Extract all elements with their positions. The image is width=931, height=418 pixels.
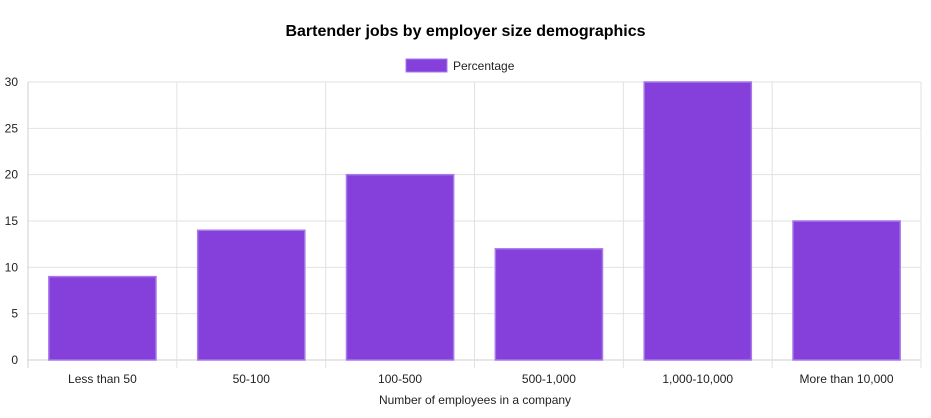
legend-label: Percentage	[453, 59, 515, 73]
y-tick-label: 20	[5, 168, 19, 182]
y-axis: 0 5 10 15 20 25 30	[5, 75, 19, 367]
bar[interactable]	[345, 173, 455, 361]
bars-group	[48, 81, 901, 361]
y-tick-label: 10	[5, 260, 19, 274]
x-tick-label: Less than 50	[68, 372, 137, 386]
bar[interactable]	[494, 248, 604, 361]
bar[interactable]	[643, 81, 753, 361]
legend-swatch	[405, 58, 448, 73]
y-tick-label: 0	[11, 353, 18, 367]
chart-title: Bartender jobs by employer size demograp…	[285, 23, 645, 40]
y-tick-label: 25	[5, 121, 19, 135]
grid-layer	[27, 81, 922, 368]
x-axis: Less than 50 50-100 100-500 500-1,000 1,000-…	[68, 372, 894, 386]
y-tick-label: 30	[5, 75, 19, 89]
bar[interactable]	[792, 220, 901, 361]
legend[interactable]: Percentage	[405, 58, 515, 73]
x-tick-label: 1,000-10,000	[662, 372, 733, 386]
x-tick-label: More than 10,000	[800, 372, 894, 386]
bar[interactable]	[196, 229, 306, 361]
y-tick-label: 15	[5, 214, 19, 228]
bar[interactable]	[48, 275, 157, 361]
x-tick-label: 100-500	[378, 372, 422, 386]
x-axis-title: Number of employees in a company	[379, 393, 571, 407]
x-tick-label: 50-100	[233, 372, 271, 386]
x-tick-label: 500-1,000	[522, 372, 576, 386]
y-tick-label: 5	[11, 307, 18, 321]
